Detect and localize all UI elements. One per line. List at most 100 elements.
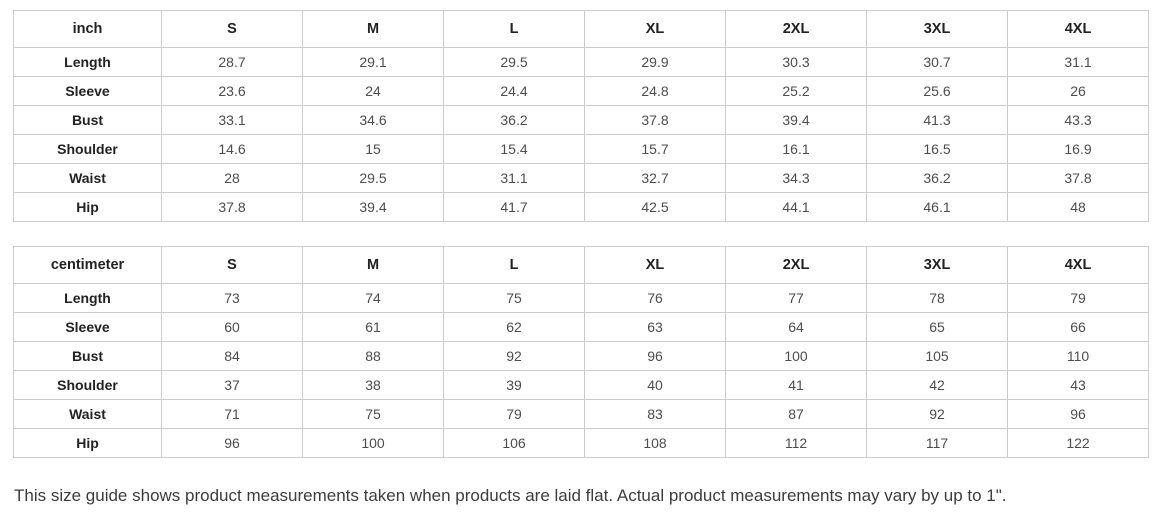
measurement-cell: 110 [1007,341,1149,371]
measurement-cell: 75 [443,283,585,313]
row-label: Length [13,283,162,313]
header-row: inch S M L XL 2XL 3XL 4XL [13,10,1149,48]
measurement-cell: 26 [1007,76,1149,106]
measurement-cell: 77 [725,283,867,313]
measurement-cell: 106 [443,428,585,458]
measurement-cell: 79 [443,399,585,429]
header-row: centimeter S M L XL 2XL 3XL 4XL [13,246,1149,284]
row-label: Waist [13,399,162,429]
measurement-cell: 36.2 [443,105,585,135]
measurement-cell: 46.1 [866,192,1008,222]
size-header: S [161,10,303,48]
measurement-cell: 33.1 [161,105,303,135]
measurement-cell: 25.2 [725,76,867,106]
measurement-cell: 88 [302,341,444,371]
measurement-cell: 24.8 [584,76,726,106]
measurement-cell: 16.5 [866,134,1008,164]
measurement-cell: 92 [866,399,1008,429]
measurement-cell: 29.1 [302,47,444,77]
measurement-cell: 105 [866,341,1008,371]
measurement-cell: 24.4 [443,76,585,106]
measurement-cell: 15.7 [584,134,726,164]
measurement-cell: 76 [584,283,726,313]
measurement-cell: 24 [302,76,444,106]
size-table-centimeter: centimeter S M L XL 2XL 3XL 4XL Length 73 74 75 76 77… [13,246,1149,458]
measurement-cell: 84 [161,341,303,371]
size-header: L [443,10,585,48]
measurement-cell: 31.1 [443,163,585,193]
measurement-row: Length 73 74 75 76 77 78 79 [13,283,1149,313]
measurement-cell: 112 [725,428,867,458]
row-label: Sleeve [13,76,162,106]
measurement-cell: 28.7 [161,47,303,77]
measurement-cell: 92 [443,341,585,371]
size-tables-container: inch S M L XL 2XL 3XL 4XL Length 28.7 29.1 29.5 29.9… [13,10,1149,458]
measurement-cell: 41.3 [866,105,1008,135]
measurement-cell: 100 [725,341,867,371]
measurement-cell: 39.4 [302,192,444,222]
measurement-cell: 78 [866,283,1008,313]
measurement-cell: 29.9 [584,47,726,77]
measurement-row: Length 28.7 29.1 29.5 29.9 30.3 30.7 31.1 [13,47,1149,77]
measurement-cell: 30.7 [866,47,1008,77]
measurement-cell: 16.9 [1007,134,1149,164]
measurement-cell: 42 [866,370,1008,400]
measurement-cell: 37.8 [161,192,303,222]
measurement-cell: 28 [161,163,303,193]
measurement-cell: 38 [302,370,444,400]
row-label: Hip [13,428,162,458]
measurement-cell: 48 [1007,192,1149,222]
row-label: Bust [13,341,162,371]
row-label: Bust [13,105,162,135]
measurement-row: Sleeve 23.6 24 24.4 24.8 25.2 25.6 26 [13,76,1149,106]
measurement-row: Bust 84 88 92 96 100 105 110 [13,341,1149,371]
measurement-cell: 34.3 [725,163,867,193]
measurement-cell: 39.4 [725,105,867,135]
measurement-cell: 32.7 [584,163,726,193]
size-table-inch: inch S M L XL 2XL 3XL 4XL Length 28.7 29.1 29.5 29.9… [13,10,1149,222]
measurement-cell: 39 [443,370,585,400]
unit-header-centimeter: centimeter [13,246,162,284]
size-header: XL [584,10,726,48]
measurement-row: Shoulder 14.6 15 15.4 15.7 16.1 16.5 16.9 [13,134,1149,164]
measurement-cell: 83 [584,399,726,429]
measurement-row: Bust 33.1 34.6 36.2 37.8 39.4 41.3 43.3 [13,105,1149,135]
size-guide-note: This size guide shows product measuremen… [14,486,1007,505]
measurement-cell: 65 [866,312,1008,342]
measurement-cell: 29.5 [443,47,585,77]
row-label: Shoulder [13,370,162,400]
size-header: 2XL [725,246,867,284]
measurement-cell: 60 [161,312,303,342]
measurement-cell: 30.3 [725,47,867,77]
measurement-cell: 23.6 [161,76,303,106]
measurement-cell: 75 [302,399,444,429]
measurement-cell: 43.3 [1007,105,1149,135]
measurement-cell: 37 [161,370,303,400]
measurement-cell: 66 [1007,312,1149,342]
measurement-cell: 42.5 [584,192,726,222]
measurement-cell: 41 [725,370,867,400]
measurement-cell: 122 [1007,428,1149,458]
measurement-cell: 96 [1007,399,1149,429]
measurement-cell: 96 [584,341,726,371]
measurement-cell: 96 [161,428,303,458]
row-label: Shoulder [13,134,162,164]
measurement-cell: 37.8 [1007,163,1149,193]
measurement-cell: 64 [725,312,867,342]
row-label: Sleeve [13,312,162,342]
measurement-cell: 29.5 [302,163,444,193]
measurement-cell: 73 [161,283,303,313]
size-header: S [161,246,303,284]
measurement-cell: 36.2 [866,163,1008,193]
measurement-cell: 41.7 [443,192,585,222]
measurement-cell: 25.6 [866,76,1008,106]
measurement-cell: 44.1 [725,192,867,222]
unit-header-inch: inch [13,10,162,48]
measurement-cell: 40 [584,370,726,400]
measurement-cell: 79 [1007,283,1149,313]
size-header: 2XL [725,10,867,48]
row-label: Length [13,47,162,77]
measurement-cell: 71 [161,399,303,429]
measurement-cell: 31.1 [1007,47,1149,77]
